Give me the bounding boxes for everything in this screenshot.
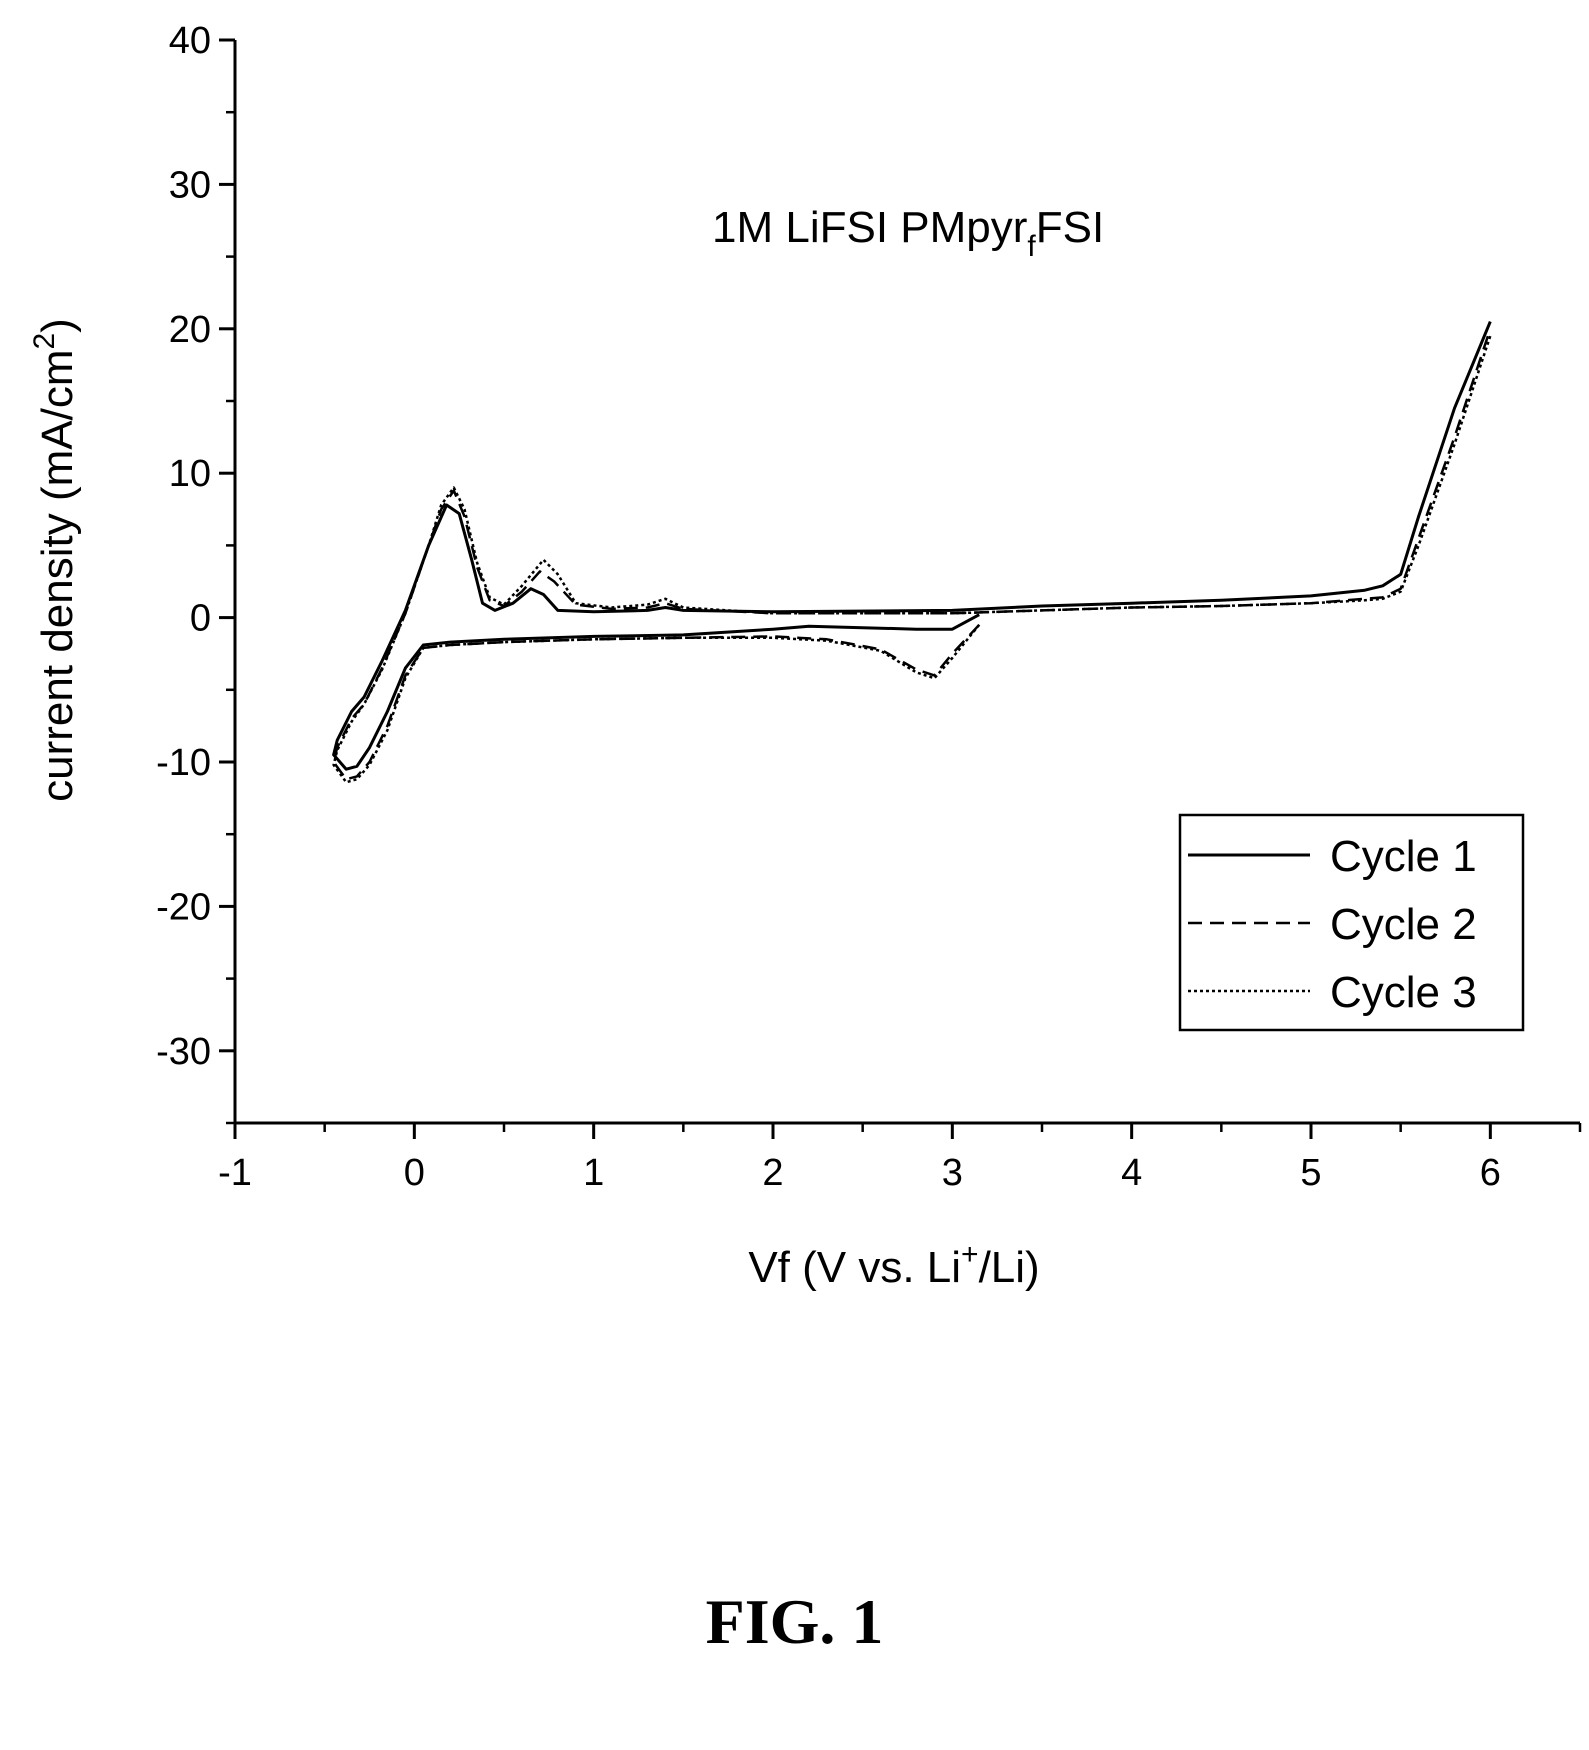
annotation-subscript: f <box>1027 230 1036 263</box>
legend-label: Cycle 3 <box>1330 968 1477 1017</box>
y-tick-label: 30 <box>169 164 211 206</box>
y-axis-title-superscript: 2 <box>28 333 61 350</box>
x-tick-label: 5 <box>1300 1152 1321 1194</box>
x-axis-title-tail: /Li) <box>979 1243 1040 1292</box>
annotation-tail: FSI <box>1036 203 1104 252</box>
legend-label: Cycle 1 <box>1330 832 1477 881</box>
legend-label: Cycle 2 <box>1330 900 1477 949</box>
y-axis-title: current density (mA/cm2) <box>28 318 82 802</box>
x-tick-label: 4 <box>1121 1152 1142 1194</box>
y-tick-label: 10 <box>169 453 211 495</box>
figure-caption: FIG. 1 <box>705 1586 884 1657</box>
y-tick-label: 40 <box>169 20 211 62</box>
y-tick-label: -10 <box>156 742 211 784</box>
legend: Cycle 1 Cycle 2 Cycle 3 <box>1178 813 1525 1032</box>
x-axis-title: Vf (V vs. Li+/Li) <box>748 1238 1039 1292</box>
y-tick-label: 20 <box>169 309 211 351</box>
x-tick-label: 2 <box>762 1152 783 1194</box>
y-axis-title-tail: ) <box>33 318 82 333</box>
x-tick-label: -1 <box>218 1152 252 1194</box>
x-tick-label: 0 <box>404 1152 425 1194</box>
y-tick-label: -20 <box>156 886 211 928</box>
x-axis-title-main: Vf (V vs. Li <box>748 1243 961 1292</box>
x-axis-ticks: -1 0 1 2 3 4 5 6 <box>218 1123 1582 1194</box>
y-tick-label: -30 <box>156 1031 211 1073</box>
x-axis-title-superscript: + <box>961 1238 979 1271</box>
series-line-cycle-2 <box>332 328 1492 781</box>
y-axis-ticks: -30 -20 -10 0 10 20 30 40 <box>156 20 235 1125</box>
annotation-main: 1M LiFSI PMpyr <box>712 203 1027 252</box>
y-axis-title-main: current density (mA/cm <box>33 350 82 802</box>
y-tick-label: 0 <box>190 598 211 640</box>
x-tick-label: 6 <box>1480 1152 1501 1194</box>
x-tick-label: 1 <box>583 1152 604 1194</box>
series-line-cycle-3 <box>332 335 1492 784</box>
series-layer <box>332 321 1492 784</box>
chart-annotation: 1M LiFSI PMpyrfFSI <box>712 203 1104 263</box>
series-line-cycle-1 <box>332 321 1492 771</box>
x-tick-label: 3 <box>942 1152 963 1194</box>
